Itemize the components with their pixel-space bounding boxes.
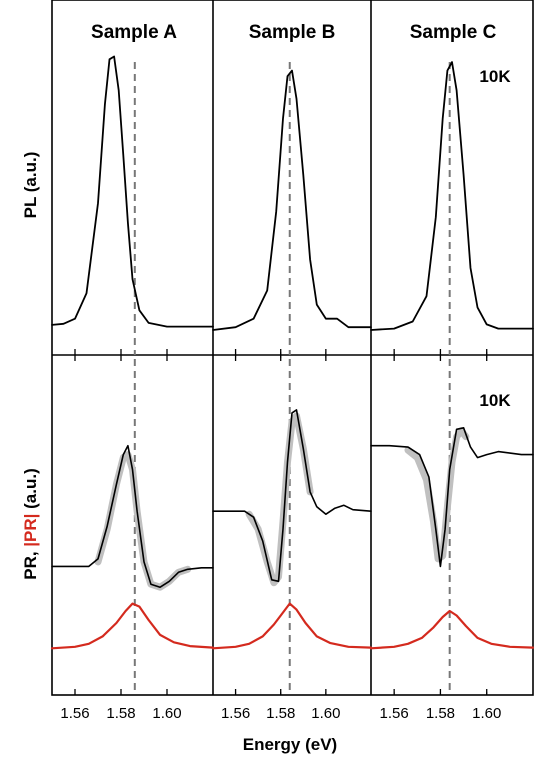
temperature-label-pr: 10K xyxy=(479,391,511,410)
pl-series-line xyxy=(212,69,372,331)
x-axis-label: Energy (eV) xyxy=(243,735,337,754)
column-title-c: Sample C xyxy=(410,22,497,43)
fit-series-line xyxy=(94,451,192,591)
plot-layer: 1.56 1.58 1.60 1.56 1.58 1.60 1.56 1.58 1.60 xyxy=(50,55,535,722)
measured-series-line xyxy=(51,444,214,589)
figure-frame xyxy=(51,0,534,696)
measured-series-line xyxy=(370,426,534,568)
x-tick-label: 1.58 xyxy=(426,705,455,722)
panel-pr-2: 1.56 1.58 1.60 xyxy=(211,359,373,722)
panel-pl-2 xyxy=(212,62,372,361)
x-tick-label: 1.58 xyxy=(106,705,135,722)
panel-pl-1 xyxy=(51,55,214,361)
pr-y-label-prefix: PR, xyxy=(21,547,40,580)
panel-pr-1: 1.56 1.58 1.60 xyxy=(50,359,215,722)
pr-y-axis-label: PR, |PR| (a.u.) xyxy=(21,468,40,580)
x-tick-label: 1.56 xyxy=(60,705,89,722)
modulus-series-line xyxy=(50,602,215,650)
x-tick-label: 1.56 xyxy=(221,705,250,722)
x-tick-label: 1.58 xyxy=(266,705,295,722)
column-title-b: Sample B xyxy=(249,22,336,43)
x-tick-label: 1.60 xyxy=(472,705,501,722)
pr-y-label-suffix: (a.u.) xyxy=(21,468,40,513)
fit-series-line xyxy=(245,412,314,587)
pl-y-axis-label: PL (a.u.) xyxy=(21,152,40,219)
pr-y-label-modulus: |PR| xyxy=(21,514,40,547)
pl-series-line xyxy=(51,55,214,328)
panel-pr-3: 1.56 1.58 1.60 xyxy=(369,359,535,722)
pl-series-line xyxy=(370,61,534,331)
x-tick-label: 1.60 xyxy=(152,705,181,722)
column-title-a: Sample A xyxy=(91,22,177,43)
modulus-series-line xyxy=(211,602,373,650)
panel-frames xyxy=(51,0,534,696)
temperature-label-pl: 10K xyxy=(479,67,511,86)
panel-pl-3 xyxy=(370,61,534,361)
fit-series-line xyxy=(404,427,470,563)
x-tick-label: 1.60 xyxy=(311,705,340,722)
x-tick-label: 1.56 xyxy=(380,705,409,722)
measured-series-line xyxy=(212,409,372,583)
modulus-series-line xyxy=(369,609,535,650)
